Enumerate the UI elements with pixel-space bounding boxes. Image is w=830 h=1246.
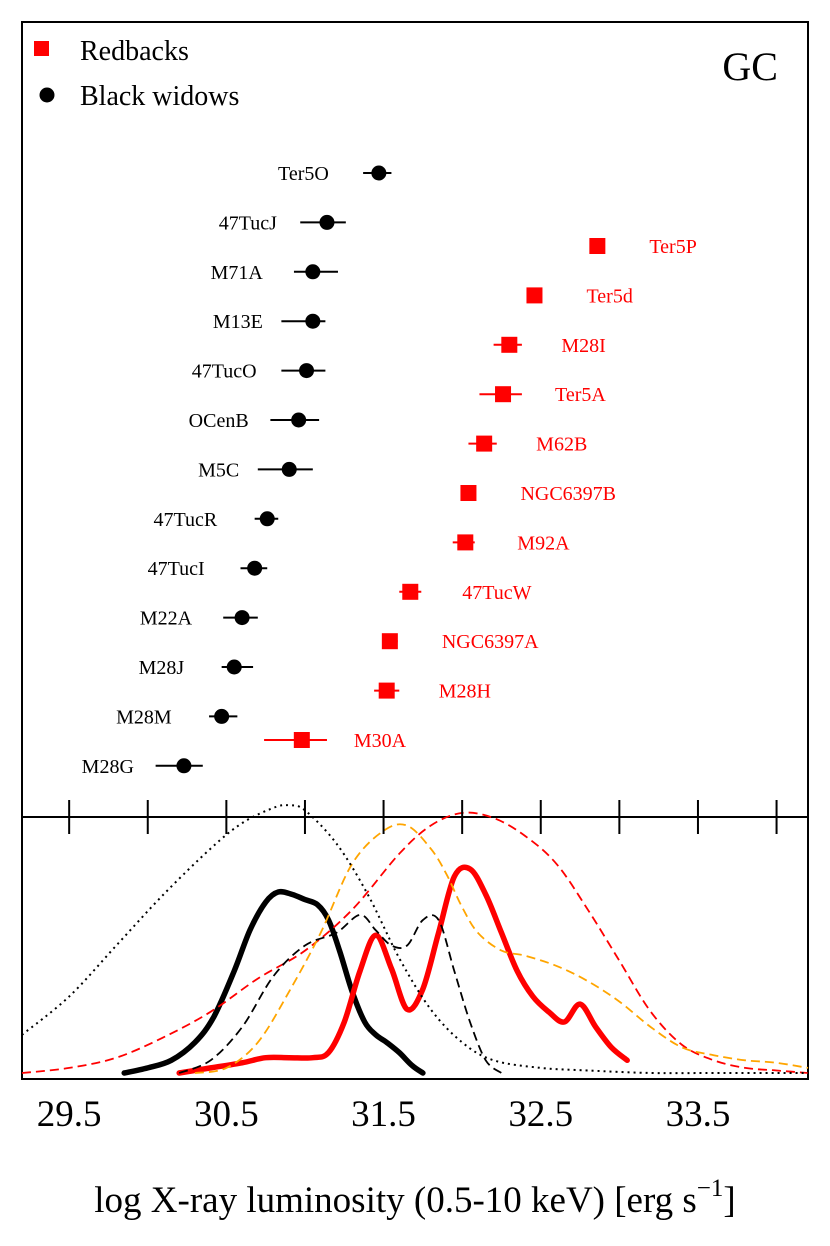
upper-panel-frame (21, 21, 809, 818)
black-widow-point (247, 560, 263, 576)
data-markers (176, 165, 606, 774)
black-widow-label: 47TucR (153, 509, 217, 531)
x-axis-title-exponent: −1 (697, 1175, 724, 1202)
black-widow-point (305, 313, 321, 329)
legend-black-widow-label: Black widows (80, 81, 239, 112)
redback-point (402, 583, 419, 600)
black-widow-label: M28G (82, 756, 134, 778)
black-widow-label: M28J (139, 657, 185, 679)
redback-label: NGC6397A (442, 631, 539, 653)
distribution-curve (176, 864, 630, 1076)
x-tick-label: 32.5 (508, 1094, 573, 1135)
black-widow-label: Ter5O (278, 163, 329, 185)
redback-label: 47TucW (462, 582, 531, 604)
black-widow-label: M13E (213, 311, 263, 333)
x-tick-label: 33.5 (666, 1094, 731, 1135)
redback-label: M92A (517, 532, 570, 554)
black-widow-point (319, 214, 335, 230)
legend-redback-marker (34, 41, 49, 56)
black-widow-label: 47TucO (192, 361, 257, 383)
black-widow-point (299, 363, 315, 379)
distribution-curve (21, 811, 809, 1074)
distribution-curve (178, 914, 503, 1074)
redback-point (457, 534, 474, 551)
black-widow-point (305, 264, 321, 280)
black-widow-point (226, 659, 242, 675)
legend-redback-label: Redbacks (80, 36, 189, 67)
x-axis-title: log X-ray luminosity (0.5-10 keV) [erg s… (94, 1175, 735, 1221)
x-axis-ticks: 29.5 30.5 31.5 32.5 33.5 (37, 800, 778, 1135)
x-tick-label: 30.5 (194, 1094, 259, 1135)
x-axis-title-main: log X-ray luminosity (0.5-10 keV) [erg s (94, 1180, 697, 1221)
black-widow-label: M5C (198, 459, 239, 481)
black-widow-point (291, 412, 307, 428)
redback-point (501, 336, 518, 353)
legend-black-widow-marker (39, 87, 55, 103)
black-widow-label: M22A (140, 608, 193, 630)
distribution-curves (21, 804, 809, 1076)
distribution-curve (21, 804, 808, 1075)
redback-label: M28H (439, 681, 491, 703)
x-axis-title-close: ] (723, 1180, 735, 1221)
redback-label: NGC6397B (520, 483, 616, 505)
redback-label: Ter5A (555, 384, 606, 406)
redback-point (460, 485, 477, 501)
panel-label: GC (722, 44, 778, 89)
black-widow-label: 47TucJ (219, 212, 277, 234)
black-widow-label: OCenB (189, 410, 249, 432)
black-widow-label: M28M (116, 706, 172, 728)
redback-label: M62B (536, 434, 587, 456)
redback-label: Ter5d (586, 285, 632, 307)
black-widow-point (259, 511, 275, 527)
redback-point (589, 238, 606, 254)
redback-point (495, 386, 512, 403)
black-widow-point (281, 461, 297, 477)
distribution-curve (121, 888, 426, 1076)
redback-point (293, 732, 310, 748)
distribution-curve (194, 823, 809, 1074)
point-labels: Ter5O 47TucJ M71A M13E 47TucO OCenB M5C 47TucR 4… (82, 163, 697, 778)
redback-point (476, 435, 493, 452)
redback-point (378, 682, 395, 699)
black-widow-label: M71A (211, 262, 264, 284)
x-tick-label: 31.5 (351, 1094, 416, 1135)
redback-point (381, 633, 398, 650)
black-widow-point (371, 165, 387, 181)
x-tick-label: 29.5 (37, 1094, 102, 1135)
redback-label: M30A (354, 730, 407, 752)
black-widow-label: 47TucI (148, 558, 205, 580)
redback-label: M28I (561, 335, 605, 357)
redback-point (526, 287, 543, 304)
black-widow-point (234, 610, 250, 626)
redback-label: Ter5P (649, 236, 696, 258)
black-widow-point (214, 708, 230, 724)
legend: Redbacks Black widows (34, 36, 239, 112)
lower-panel-frame (21, 816, 809, 1080)
black-widow-point (176, 758, 192, 774)
